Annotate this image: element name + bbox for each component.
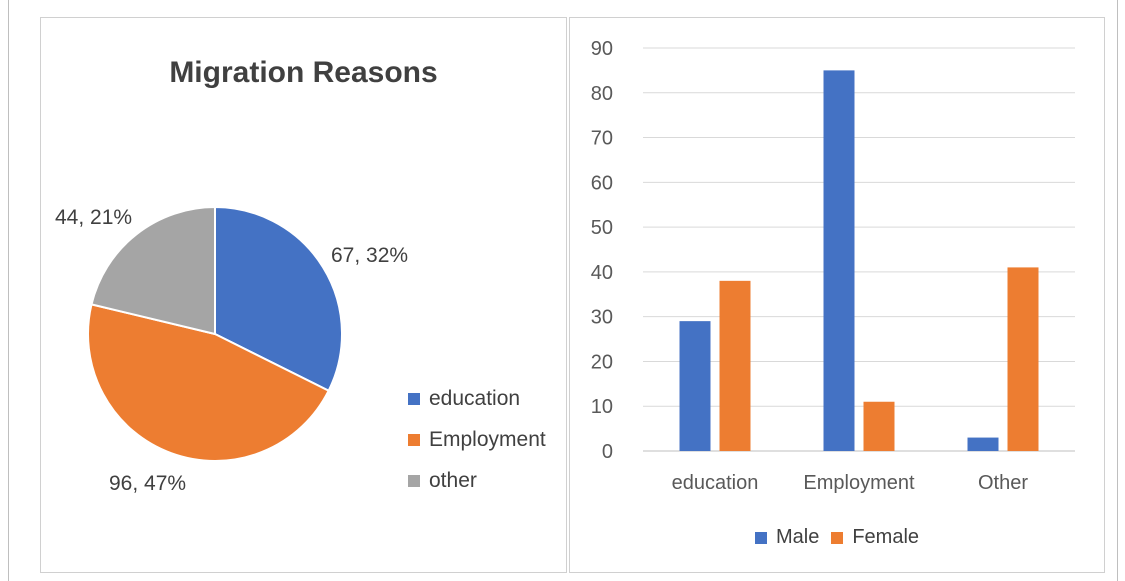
pie-chart-title: Migration Reasons bbox=[169, 56, 438, 89]
bar-male-other bbox=[967, 437, 999, 451]
x-tick-label: education bbox=[672, 472, 759, 494]
pie-data-label-other: 44, 21% bbox=[55, 206, 133, 229]
x-tick-label: Employment bbox=[803, 472, 915, 494]
legend-swatch bbox=[408, 392, 420, 405]
bar-female-employment bbox=[863, 401, 895, 451]
legend-swatch bbox=[831, 531, 844, 544]
y-tick-label: 30 bbox=[591, 307, 613, 329]
pie-legend-item-employment: Employment bbox=[408, 419, 546, 460]
pie-legend: education Employment other bbox=[408, 378, 546, 501]
y-tick-label: 20 bbox=[591, 351, 613, 373]
pie-legend-label: education bbox=[429, 386, 521, 410]
bar-legend-item-female: Female bbox=[831, 526, 919, 549]
chart-frame bbox=[8, 0, 1118, 581]
bar-male-employment bbox=[823, 70, 855, 451]
pie-slice-other bbox=[90, 205, 216, 336]
pie-chart-panel: Migration Reasons 67, 32% 96, 47% 44, 21… bbox=[40, 17, 567, 573]
y-tick-label: 0 bbox=[602, 441, 613, 463]
bar-male-education bbox=[679, 321, 711, 451]
bar-legend-item-male: Male bbox=[754, 526, 820, 549]
bar-female-other bbox=[1007, 267, 1039, 451]
bar-chart: 0 10 20 30 40 50 60 70 80 90 education Employment Ot… bbox=[591, 38, 1075, 494]
y-tick-label: 60 bbox=[591, 172, 613, 194]
y-tick-label: 80 bbox=[591, 83, 613, 105]
bar-chart-panel: 0 10 20 30 40 50 60 70 80 90 education Employment Ot… bbox=[569, 17, 1105, 573]
bar-female-education bbox=[719, 280, 751, 451]
pie-legend-item-other: other bbox=[408, 460, 546, 501]
bar-legend-label: Female bbox=[852, 526, 920, 548]
y-tick-label: 70 bbox=[591, 128, 613, 150]
pie-legend-label: Employment bbox=[429, 427, 546, 451]
pie-data-label-education: 67, 32% bbox=[331, 244, 409, 267]
legend-swatch bbox=[408, 474, 420, 487]
pie-legend-label: other bbox=[429, 468, 477, 492]
y-tick-label: 90 bbox=[591, 38, 613, 60]
bar-legend: Male Female bbox=[570, 526, 1104, 549]
y-tick-label: 10 bbox=[591, 396, 613, 418]
y-tick-label: 40 bbox=[591, 262, 613, 284]
legend-swatch bbox=[408, 433, 420, 446]
pie-legend-item-education: education bbox=[408, 378, 546, 419]
pie-slice-education bbox=[214, 205, 343, 393]
bar-legend-label: Male bbox=[775, 526, 820, 548]
pie-chart bbox=[87, 205, 343, 462]
legend-swatch bbox=[754, 531, 767, 544]
pie-data-label-employment: 96, 47% bbox=[109, 472, 187, 495]
y-tick-label: 50 bbox=[591, 217, 613, 239]
pie-slice-employment bbox=[87, 303, 330, 462]
x-tick-label: Other bbox=[978, 472, 1028, 494]
